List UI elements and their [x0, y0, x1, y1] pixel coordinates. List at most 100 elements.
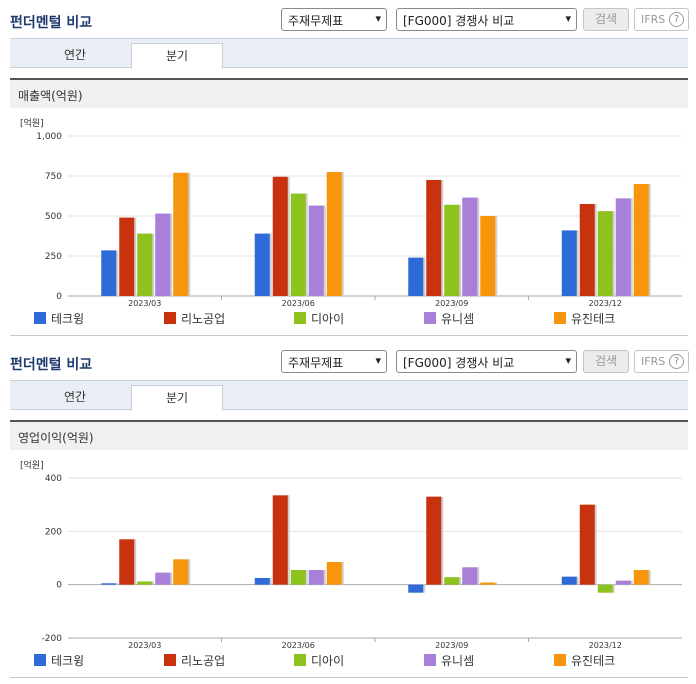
bar [290, 193, 306, 296]
bar [462, 197, 478, 296]
bar [101, 583, 117, 585]
bar [408, 257, 424, 296]
statement-type-select[interactable]: 주재무제표 ▾ [281, 8, 387, 31]
statement-type-select[interactable]: 주재무제표 ▾ [281, 350, 387, 373]
y-tick-label: 1,000 [36, 132, 62, 142]
legend-item[interactable]: 리노공업 [164, 652, 225, 668]
x-tick-label: 2023/12 [589, 299, 622, 308]
legend-item[interactable]: 디아이 [294, 310, 344, 326]
bar [290, 570, 306, 585]
bar [173, 559, 189, 585]
legend-item[interactable]: 유진테크 [554, 652, 615, 668]
help-icon[interactable]: ? [669, 12, 684, 27]
chart-title: 매출액(억원) [18, 89, 83, 103]
legend-label: 테크윙 [51, 653, 85, 668]
bar [272, 176, 288, 296]
ifrs-button[interactable]: IFRS ? [634, 350, 689, 373]
bar [426, 496, 442, 585]
legend-swatch [34, 654, 46, 666]
bar [326, 562, 342, 585]
tab-quarterly[interactable]: 분기 [131, 385, 223, 411]
x-tick-label: 2023/03 [128, 299, 161, 308]
help-icon[interactable]: ? [669, 354, 684, 369]
peer-group-select[interactable]: [FG000] 경쟁사 비교 ▾ [396, 350, 577, 373]
legend-item[interactable]: 디아이 [294, 652, 344, 668]
legend-swatch [554, 312, 566, 324]
y-tick-label: -200 [42, 634, 63, 644]
bar [408, 584, 424, 593]
ifrs-button[interactable]: IFRS ? [634, 8, 689, 31]
operating-profit-chart: [억원] -200 0 200 400 2023/03 2023/06 2023/09 2023… [20, 459, 682, 650]
legend-label: 유니셈 [441, 311, 475, 326]
bar [272, 495, 288, 585]
y-tick-label: 200 [45, 527, 62, 537]
section-title: 펀더멘털 비교 [10, 15, 93, 31]
legend-item[interactable]: 테크윙 [34, 310, 84, 326]
y-tick-label: 500 [45, 212, 62, 222]
bar [561, 576, 577, 585]
x-tick-label: 2023/09 [435, 641, 468, 650]
x-tick-label: 2023/09 [435, 299, 468, 308]
bar [480, 582, 496, 585]
bar [597, 584, 613, 593]
y-tick-label: 400 [45, 474, 62, 484]
period-tabs: 연간 분기 [10, 380, 688, 411]
bar [615, 580, 631, 585]
x-tick-label: 2023/12 [589, 641, 622, 650]
chart-legend: 테크윙 리노공업 디아이 유니셈 유진테크 [0, 310, 696, 330]
divider [10, 335, 688, 336]
legend-label: 디아이 [311, 311, 345, 326]
legend-swatch [34, 312, 46, 324]
legend-item[interactable]: 테크윙 [34, 652, 84, 668]
legend-label: 유니셈 [441, 653, 475, 668]
bar [579, 204, 595, 296]
bar [119, 539, 135, 585]
chevron-down-icon: ▾ [565, 354, 571, 367]
bar [444, 577, 460, 585]
legend-item[interactable]: 유니셈 [424, 652, 474, 668]
legend-swatch [424, 312, 436, 324]
legend-swatch [294, 312, 306, 324]
bar [597, 211, 613, 296]
bar [308, 205, 324, 296]
y-tick-label: 0 [56, 292, 62, 302]
legend-label: 리노공업 [181, 653, 226, 668]
bar [254, 578, 270, 585]
statement-type-value: 주재무제표 [288, 356, 344, 370]
legend-item[interactable]: 리노공업 [164, 310, 225, 326]
bar [137, 581, 153, 585]
y-axis-unit-label: [억원] [20, 459, 44, 471]
legend-item[interactable]: 유진테크 [554, 310, 615, 326]
period-tabs: 연간 분기 [10, 38, 688, 69]
chart-title: 영업이익(억원) [18, 431, 94, 445]
legend-label: 유진테크 [571, 311, 616, 326]
bar [480, 216, 496, 296]
peer-group-value: [FG000] 경쟁사 비교 [403, 14, 515, 28]
peer-group-select[interactable]: [FG000] 경쟁사 비교 ▾ [396, 8, 577, 31]
bar [426, 180, 442, 296]
section-revenue: 펀더멘털 비교 주재무제표 ▾ [FG000] 경쟁사 비교 ▾ 검색 IFRS… [0, 0, 696, 336]
legend-swatch [164, 654, 176, 666]
tab-annual[interactable]: 연간 [63, 390, 87, 404]
search-button[interactable]: 검색 [583, 8, 629, 31]
tab-annual[interactable]: 연간 [63, 48, 87, 62]
metric-header: 매출액(억원) [10, 78, 688, 108]
legend-item[interactable]: 유니셈 [424, 310, 474, 326]
bar [173, 172, 189, 296]
tab-quarterly[interactable]: 분기 [131, 43, 223, 69]
x-tick-label: 2023/03 [128, 641, 161, 650]
bar [119, 217, 135, 296]
legend-swatch [554, 654, 566, 666]
header-row: 펀더멘털 비교 주재무제표 ▾ [FG000] 경쟁사 비교 ▾ 검색 IFRS… [0, 0, 696, 38]
search-button[interactable]: 검색 [583, 350, 629, 373]
bar [615, 198, 631, 296]
legend-swatch [424, 654, 436, 666]
y-axis-unit-label: [억원] [20, 117, 44, 129]
peer-group-value: [FG000] 경쟁사 비교 [403, 356, 515, 370]
bar [308, 570, 324, 585]
legend-label: 유진테크 [571, 653, 616, 668]
ifrs-label: IFRS [641, 355, 666, 368]
x-tick-label: 2023/06 [282, 299, 315, 308]
chart-legend: 테크윙 리노공업 디아이 유니셈 유진테크 [0, 652, 696, 672]
revenue-chart: [억원] 0 250 500 750 1,000 2023/03 2023/06 2023/09… [20, 117, 682, 308]
